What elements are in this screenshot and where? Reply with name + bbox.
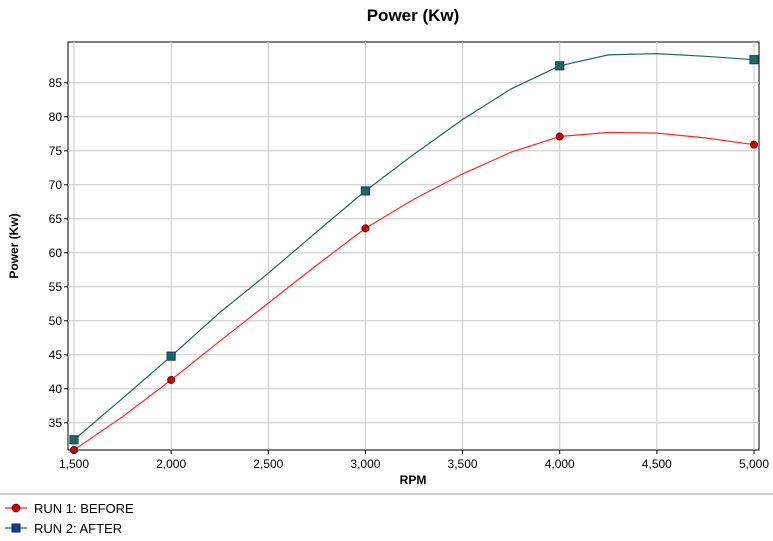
- series-line-2: [73, 52, 755, 441]
- x-tick-label: 3,000: [350, 457, 380, 471]
- y-tick-label: 55: [49, 280, 63, 294]
- series-1-point: [361, 224, 370, 233]
- y-tick-label: 60: [49, 246, 63, 260]
- series-1-point: [750, 140, 759, 149]
- x-tick-label: 5,000: [739, 457, 769, 471]
- grid-lines: [68, 42, 759, 450]
- x-tick-label: 4,000: [545, 457, 575, 471]
- plot-background: [67, 41, 760, 451]
- y-tick-label: 75: [49, 144, 63, 158]
- y-tick-label: 45: [49, 348, 63, 362]
- x-tick-label: 3,500: [448, 457, 478, 471]
- series-2-point: [555, 61, 565, 71]
- y-tick-label: 40: [49, 382, 63, 396]
- series-line-1: [73, 131, 755, 451]
- series-2-point: [360, 186, 371, 196]
- series-2-point: [166, 351, 176, 361]
- series-1-point: [167, 375, 176, 384]
- x-tick-label: 2,000: [156, 457, 186, 471]
- y-tick-label: 65: [49, 212, 63, 226]
- y-tick-label: 35: [49, 416, 63, 430]
- plot-area: [67, 41, 760, 454]
- series-1-point: [555, 132, 564, 141]
- y-axis-title: Power (Kw): [7, 213, 21, 278]
- series-markers: [69, 55, 759, 454]
- y-tick-label: 50: [49, 314, 63, 328]
- y-tick-label: 80: [49, 110, 63, 124]
- legend-circle-marker: [11, 503, 21, 513]
- y-axis-ticks: 35 40 45 50 55 60 65 70 75 80 85: [49, 76, 68, 430]
- series-2-point: [69, 435, 79, 445]
- legend-label-1: RUN 1: BEFORE: [34, 501, 134, 516]
- x-axis-ticks: 1,500 2,000 2,500 3,000 3,500 4,000 4,500 5,000: [59, 450, 769, 471]
- y-tick-label: 70: [49, 178, 63, 192]
- legend: RUN 1: BEFORE RUN 2: AFTER: [5, 501, 134, 536]
- series-2-point: [749, 55, 759, 65]
- legend-square-marker: [11, 523, 21, 533]
- legend-label-2: RUN 2: AFTER: [34, 521, 122, 536]
- x-tick-label: 1,500: [59, 457, 89, 471]
- y-tick-label: 85: [49, 76, 63, 90]
- series-lines: [73, 52, 755, 451]
- x-axis-title: RPM: [400, 473, 427, 487]
- chart-title: Power (Kw): [367, 6, 460, 25]
- x-tick-label: 4,500: [642, 457, 672, 471]
- x-tick-label: 2,500: [253, 457, 283, 471]
